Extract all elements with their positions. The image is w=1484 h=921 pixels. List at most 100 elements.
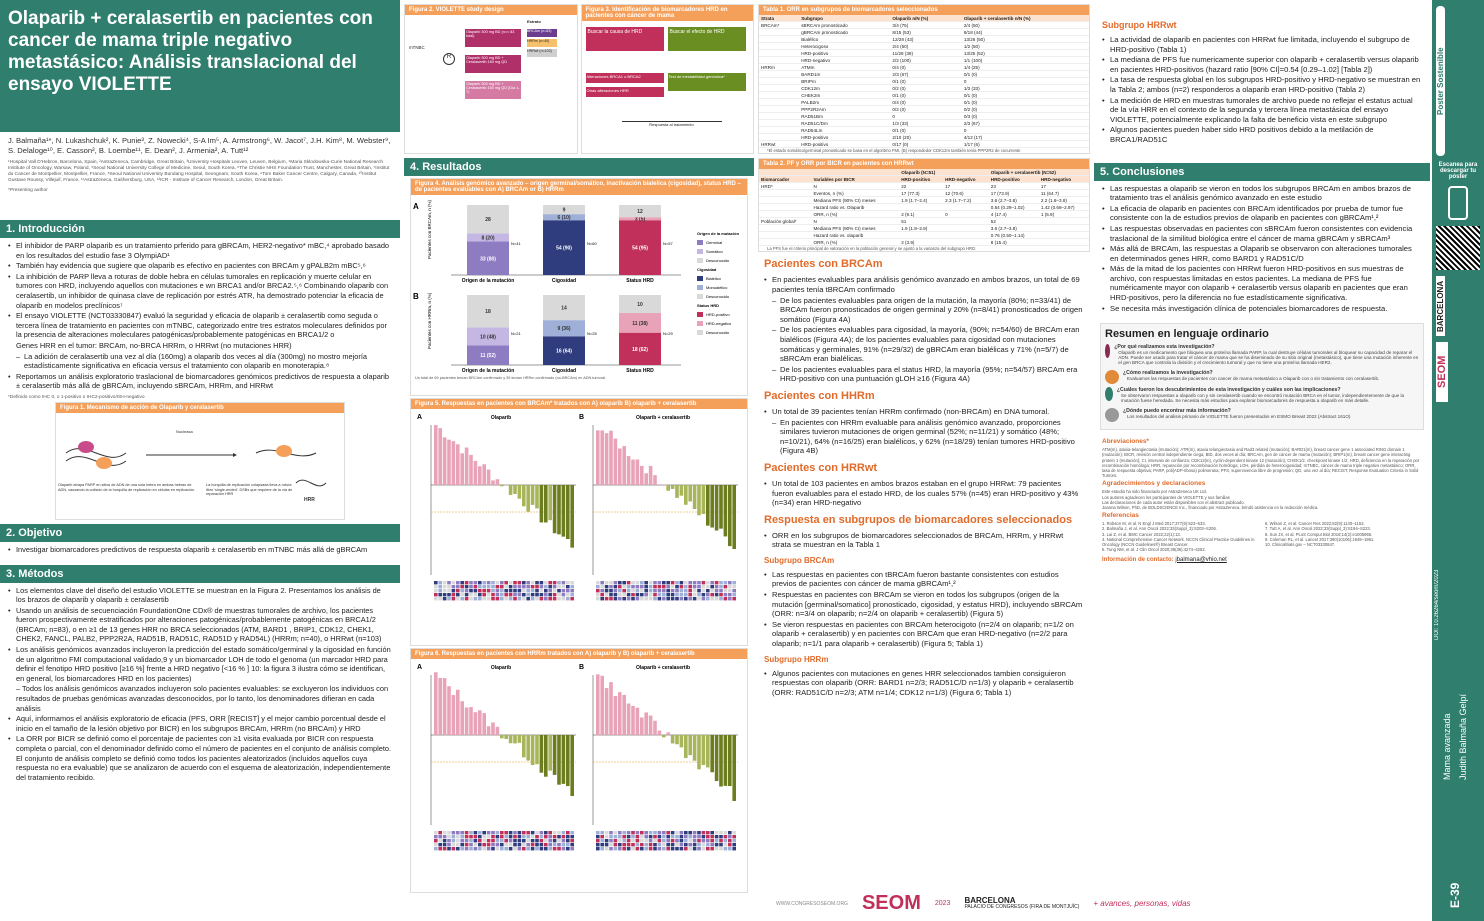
annotation-cell <box>692 839 697 843</box>
annotation-cell <box>464 831 469 835</box>
table-cell: 17 (77.3) <box>899 189 944 198</box>
annotation-cell <box>535 839 539 843</box>
bar-data-label: 8 (20) <box>481 235 494 241</box>
annotation-cell <box>657 593 662 597</box>
annotation-cell <box>486 843 491 847</box>
legend-swatch <box>697 330 703 335</box>
annotation-cell <box>451 585 456 589</box>
annotation-cell <box>675 589 679 593</box>
annotation-cell <box>526 839 530 843</box>
ref-item: 10. Clinicaltrials.gov – NCT03330847. <box>1265 542 1336 548</box>
bar-data-label: 18 (62) <box>632 347 648 353</box>
stacked-bar-segment <box>467 241 509 275</box>
annotation-cell <box>451 593 456 597</box>
annotation-cell <box>500 593 504 597</box>
annotation-cell <box>622 597 626 601</box>
annotation-cell <box>522 839 526 843</box>
waterfall-bar <box>732 735 736 801</box>
waterfall-bar <box>513 735 517 744</box>
table-cell: 0/3 (0) <box>961 112 1089 120</box>
annotation-cell <box>491 589 495 593</box>
ref-item: 3. Lai Z, et al. BMC Cancer 2022;22(1):1… <box>1102 531 1181 537</box>
findings-icon <box>1105 387 1113 402</box>
annotation-cell <box>653 581 657 585</box>
annotation-cell <box>662 593 666 597</box>
annotation-cell <box>478 839 482 843</box>
waterfall-bar <box>517 735 522 743</box>
table-row: Población global* N 51 52 <box>759 217 1089 226</box>
annotation-cell <box>706 847 710 851</box>
qr-code[interactable] <box>1436 226 1480 270</box>
waterfall-bar <box>596 430 600 485</box>
stacked-bar-segment <box>543 220 585 275</box>
table-2-footnote: La PFS fue el criterio principal de valo… <box>767 246 977 252</box>
annotation-cell <box>539 843 544 847</box>
annotation-cell <box>544 581 548 585</box>
table-row: ORR, n (%) 2 (3.9) 8 (15.4) <box>759 238 1089 247</box>
poster-header: Olaparib + ceralasertib en pacientes con… <box>0 0 400 132</box>
waterfall-bar <box>434 425 438 485</box>
annotation-cell <box>517 593 522 597</box>
annotation-cell <box>609 581 613 585</box>
annotation-cell <box>535 593 539 597</box>
annotation-cell <box>526 593 530 597</box>
annotation-cell <box>684 597 688 601</box>
table-cell: 11 (64.7) <box>1038 189 1089 198</box>
annotation-cell <box>635 589 640 593</box>
annotation-cell <box>644 581 648 585</box>
annotation-cell <box>640 835 644 839</box>
table-cell: 0 <box>890 112 962 120</box>
annotation-cell <box>618 835 622 839</box>
lay-answer: Evaluamos las respuestas de pacientes co… <box>1127 376 1380 382</box>
annotation-cell <box>609 831 613 835</box>
annotation-cell <box>508 589 513 593</box>
annotation-cell <box>566 589 570 593</box>
annotation-cell <box>706 593 710 597</box>
annotation-cell <box>570 589 574 593</box>
fig3-instability: Test de inestabilidad genómica* <box>667 73 746 91</box>
annotation-cell <box>622 593 626 597</box>
intro-item: Reportamos un análisis exploratorio tras… <box>8 372 392 391</box>
annotation-cell <box>522 835 526 839</box>
table-cell: 0/1 (0) <box>961 70 1089 78</box>
annotation-cell <box>714 589 719 593</box>
contact-email[interactable]: jbalmana@vhio.net <box>1175 556 1227 563</box>
lay-question: ¿Por qué realizamos esta investigación? <box>1114 344 1215 351</box>
annotation-cell <box>710 585 714 589</box>
footer-website[interactable]: WWW.CONGRESOSEOM.ORG <box>776 900 848 907</box>
table-row: CDK12m 0/2 (0) 1/3 (33) <box>759 84 1089 92</box>
annotation-cell <box>491 835 495 839</box>
annotation-cell <box>438 597 442 601</box>
legend-swatch <box>697 240 703 245</box>
brcam-subitem: De los pacientes evaluables para cigosid… <box>764 325 1084 363</box>
annotation-cell <box>434 843 438 847</box>
annotation-cell <box>666 847 670 851</box>
annotation-cell <box>434 585 438 589</box>
annotation-cell <box>626 835 631 839</box>
legend-label: Status HRD <box>697 303 719 308</box>
table-cell: 2.2 (1.8–3.8) <box>1038 196 1089 205</box>
annotation-cell <box>596 835 600 839</box>
annotation-cell <box>544 593 548 597</box>
table-cell: 1 (5.9) <box>1038 210 1089 219</box>
annotation-cell <box>710 597 714 601</box>
table-1-grid: Strata Subgrupo Olaparib n/N (%) Olaparib +… <box>759 15 1089 148</box>
table-row: HRD-positivo 2/10 (20) 4/12 (17) <box>759 133 1089 141</box>
table-cell: HRRwt <box>759 140 800 148</box>
annotation-cell <box>486 835 491 839</box>
table-cell <box>943 203 989 212</box>
annotation-cell <box>508 585 513 589</box>
waterfall-bar <box>666 732 670 735</box>
bar-data-label: 3 (5) <box>635 217 646 223</box>
annotation-cell <box>456 593 460 597</box>
annotation-cell <box>670 589 675 593</box>
annotation-cell <box>456 835 460 839</box>
intro-item: El ensayo VIOLETTE (NCT03330847) evaluó … <box>8 311 392 340</box>
annotation-cell <box>566 839 570 843</box>
annotation-cell <box>530 593 535 597</box>
lay-answer: Se observaron respuestas a olaparib con … <box>1120 393 1405 404</box>
annotation-cell <box>697 597 701 601</box>
annotation-cell <box>684 581 688 585</box>
annotation-cell <box>613 835 618 839</box>
annotation-cell <box>613 593 618 597</box>
